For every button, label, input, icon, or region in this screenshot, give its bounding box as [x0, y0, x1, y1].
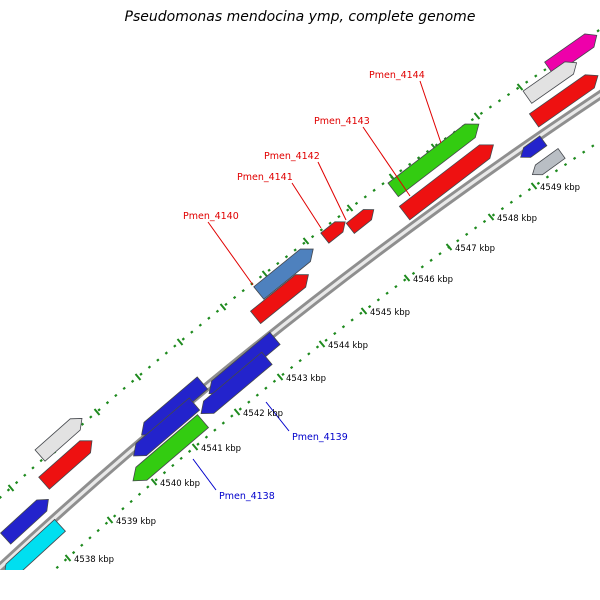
gene-label-pmen-4142[interactable]: Pmen_4142: [264, 151, 320, 162]
genome-backbone-center: [0, 93, 600, 570]
gene-arrow-pmen-4140[interactable]: [253, 243, 318, 300]
gene-arrow[interactable]: [528, 69, 600, 128]
gene-arrow-pmen-4141[interactable]: [320, 217, 349, 244]
map-title: Pseudomonas mendocina ymp, complete geno…: [124, 9, 476, 25]
ruler-tick-label: 4543 kbp: [286, 374, 326, 384]
ruler-tick-label: 4549 kbp: [540, 183, 580, 193]
ruler-tick-marks-inner: [64, 182, 538, 562]
gene-label-pmen-4138[interactable]: Pmen_4138: [219, 491, 275, 502]
genome-backbone: [0, 89, 600, 574]
gene-label-pmen-4143[interactable]: Pmen_4143: [314, 116, 370, 127]
ruler-tick-label: 4538 kbp: [74, 555, 114, 565]
gene-arrow-pmen-4139[interactable]: [196, 351, 273, 420]
gene-arrow[interactable]: [128, 397, 201, 462]
label-leader-line: [419, 80, 442, 144]
gene-arrow[interactable]: [522, 57, 581, 104]
gene-label-pmen-4141[interactable]: Pmen_4141: [237, 172, 293, 183]
gene-arrow[interactable]: [34, 413, 87, 462]
label-leader-line: [317, 161, 347, 221]
gene-arrow[interactable]: [529, 148, 566, 180]
label-leader-line: [192, 458, 217, 491]
ruler-tick-label: 4542 kbp: [243, 409, 283, 419]
label-leader-line: [265, 401, 290, 432]
gene-arrow-pmen-4138[interactable]: [128, 414, 210, 488]
gene-arrow[interactable]: [249, 268, 314, 325]
ruler-tick-label: 4541 kbp: [201, 444, 241, 454]
gene-arrow[interactable]: [38, 435, 98, 490]
ruler-tick-label: 4539 kbp: [116, 517, 156, 527]
gene-arrow[interactable]: [517, 135, 548, 162]
gene-arrow-pmen-4142[interactable]: [345, 205, 378, 234]
gene-label-pmen-4144[interactable]: Pmen_4144: [369, 70, 425, 81]
ruler-tick-label: 4547 kbp: [455, 244, 495, 254]
ruler-tick-label: 4546 kbp: [413, 275, 453, 285]
label-leader-line: [207, 221, 254, 286]
label-leader-line: [362, 126, 411, 197]
gene-arrow-pmen-4143[interactable]: [398, 138, 498, 221]
gene-label-pmen-4140[interactable]: Pmen_4140: [183, 211, 239, 222]
gene-arrow-pmen-4144[interactable]: [387, 117, 484, 198]
ruler-tick-label: 4544 kbp: [328, 341, 368, 351]
gene-label-pmen-4139[interactable]: Pmen_4139: [292, 432, 348, 443]
ruler-tick-label: 4548 kbp: [497, 214, 537, 224]
status-bar: Accession: NC_009439 Topology: circular;…: [0, 570, 600, 600]
ruler-tick-label: 4540 kbp: [160, 479, 200, 489]
ruler-tick-label: 4545 kbp: [370, 308, 410, 318]
gene-arrow[interactable]: [0, 494, 54, 545]
ruler-dotted-line-inner: [23, 139, 600, 599]
label-leader-line: [291, 182, 322, 229]
